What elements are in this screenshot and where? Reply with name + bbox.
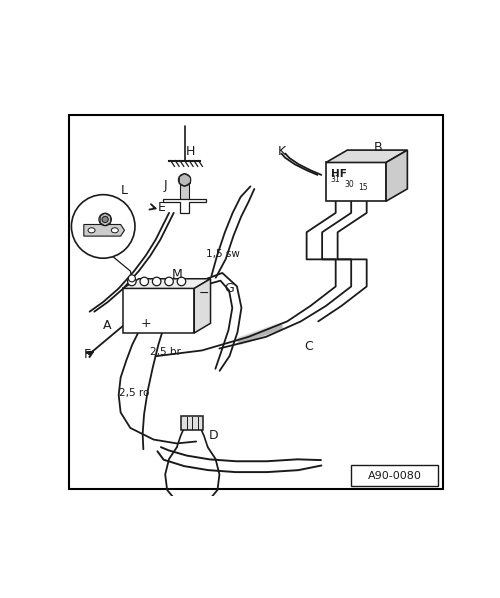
Polygon shape [326, 150, 407, 163]
Polygon shape [386, 150, 407, 202]
Circle shape [140, 277, 148, 286]
Text: 1,5 sw: 1,5 sw [206, 249, 240, 258]
Circle shape [102, 216, 108, 222]
Text: M: M [172, 269, 182, 282]
Text: L: L [121, 184, 128, 197]
Circle shape [152, 277, 161, 286]
Text: A: A [103, 319, 112, 332]
Text: −: − [199, 286, 209, 300]
Text: +: + [140, 317, 151, 330]
Text: B: B [374, 141, 382, 154]
Text: C: C [304, 340, 313, 353]
Text: 15: 15 [358, 183, 368, 192]
Polygon shape [194, 279, 210, 333]
Text: 30: 30 [344, 180, 354, 189]
Text: G: G [224, 282, 234, 295]
Ellipse shape [88, 228, 95, 233]
Text: J: J [164, 179, 167, 192]
Polygon shape [326, 163, 386, 202]
Text: HF: HF [330, 169, 346, 179]
Polygon shape [122, 279, 210, 288]
Text: 2,5 br: 2,5 br [150, 347, 180, 358]
Text: H: H [186, 145, 195, 158]
Text: 31: 31 [330, 175, 340, 184]
Circle shape [99, 213, 112, 225]
Text: A90-0080: A90-0080 [368, 471, 422, 481]
Polygon shape [84, 224, 124, 236]
Circle shape [165, 277, 173, 286]
Polygon shape [122, 288, 194, 333]
Circle shape [178, 174, 191, 186]
Circle shape [128, 277, 136, 286]
Ellipse shape [112, 228, 118, 233]
Text: 2,5 ro: 2,5 ro [119, 388, 150, 398]
Polygon shape [163, 199, 206, 213]
Text: D: D [209, 429, 218, 442]
Circle shape [72, 195, 135, 258]
Text: F: F [84, 348, 91, 361]
Circle shape [177, 277, 186, 286]
Circle shape [128, 275, 136, 282]
FancyBboxPatch shape [182, 416, 203, 430]
Text: E: E [158, 200, 165, 213]
Bar [180, 182, 189, 202]
Bar [351, 465, 438, 486]
Text: K: K [278, 145, 285, 158]
